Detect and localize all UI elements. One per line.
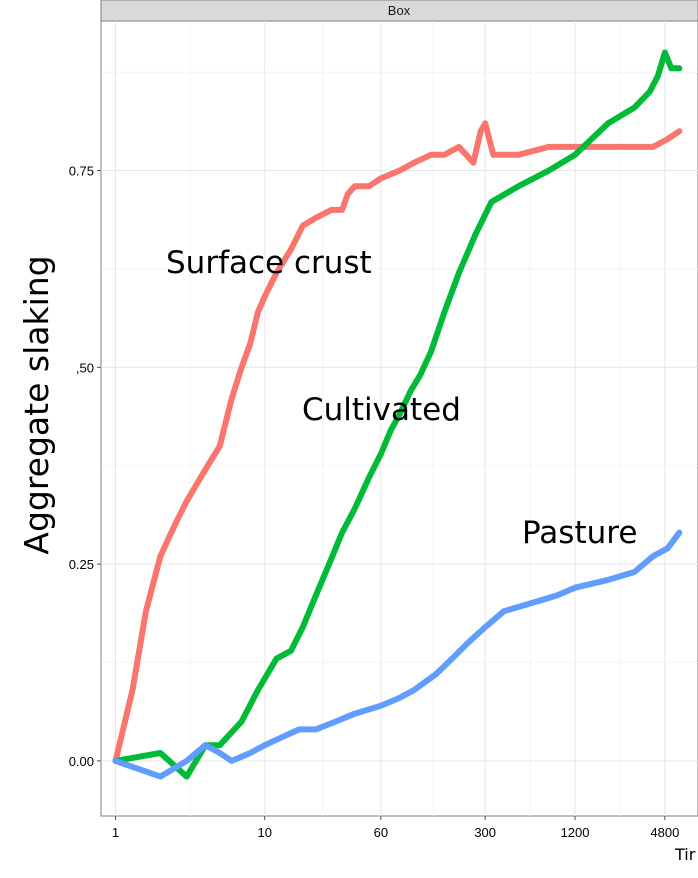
x-tick-label: 4800 [650,825,679,840]
y-tick-label: 0.25 [69,557,94,572]
y-tick-label: ,50 [76,360,94,375]
x-tick-label: 1200 [561,825,590,840]
series-line-surface-crust [112,120,683,764]
x-tick-label: 1 [112,825,119,840]
annotation-surface-crust: Surface crust [166,245,372,281]
facet-strip-label: Box [388,3,411,18]
y-axis-title: Aggregate slaking [17,255,56,554]
annotation-cultivated: Cultivated [302,392,461,428]
series-lines [112,49,683,780]
x-tick-label: 300 [474,825,496,840]
y-axis: 0.00 0.25 ,50 0.75 [69,164,101,769]
x-tick-label: 10 [257,825,271,840]
x-axis-title: Tir [674,845,696,864]
y-tick-label: 0.75 [69,164,94,179]
annotation-pasture: Pasture [522,515,637,551]
series-line-cultivated [112,49,683,780]
x-axis: 1 10 60 300 1200 4800 [112,816,679,840]
series-line-pasture [112,529,683,780]
x-tick-label: 60 [374,825,388,840]
y-tick-label: 0.00 [69,754,94,769]
major-gridlines [101,21,698,816]
